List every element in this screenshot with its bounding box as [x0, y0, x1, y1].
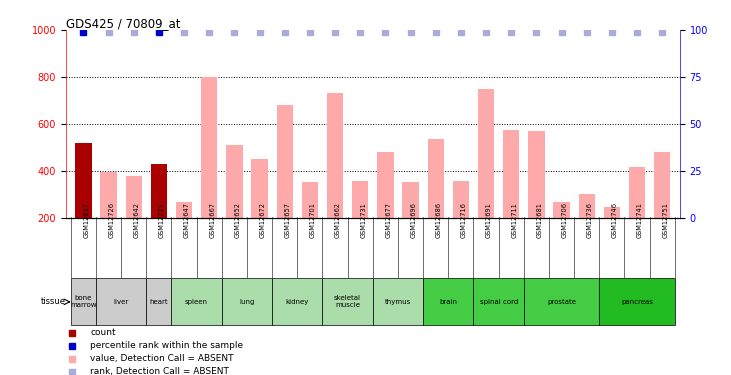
Text: heart: heart	[150, 299, 168, 305]
FancyBboxPatch shape	[146, 279, 172, 325]
Bar	[352, 181, 368, 218]
Bar	[578, 194, 595, 217]
FancyBboxPatch shape	[221, 279, 272, 325]
Text: GSM12721: GSM12721	[159, 202, 165, 238]
FancyBboxPatch shape	[96, 279, 146, 325]
Text: GSM12731: GSM12731	[360, 202, 366, 238]
Bar	[654, 152, 670, 217]
Text: rank, Detection Call = ABSENT: rank, Detection Call = ABSENT	[91, 367, 230, 375]
FancyBboxPatch shape	[71, 279, 96, 325]
Text: bone
marrow: bone marrow	[70, 296, 96, 308]
Text: value, Detection Call = ABSENT: value, Detection Call = ABSENT	[91, 354, 234, 363]
Bar	[503, 130, 520, 218]
Text: GSM12647: GSM12647	[184, 202, 190, 238]
Text: thymus: thymus	[385, 299, 411, 305]
FancyBboxPatch shape	[423, 279, 474, 325]
FancyBboxPatch shape	[524, 279, 599, 325]
Text: GSM12701: GSM12701	[310, 202, 316, 238]
Text: GSM12667: GSM12667	[209, 202, 215, 238]
Text: GSM12662: GSM12662	[335, 202, 341, 238]
Text: GSM12637: GSM12637	[83, 202, 89, 238]
Bar	[302, 182, 318, 218]
Text: GSM12642: GSM12642	[134, 202, 140, 238]
Text: skeletal
muscle: skeletal muscle	[334, 296, 361, 308]
Text: GSM12686: GSM12686	[436, 202, 442, 238]
FancyBboxPatch shape	[373, 279, 423, 325]
Bar	[151, 164, 167, 218]
Text: percentile rank within the sample: percentile rank within the sample	[91, 341, 243, 350]
Text: spleen: spleen	[185, 299, 208, 305]
Bar	[327, 93, 344, 218]
Text: GSM12706: GSM12706	[561, 202, 567, 238]
Text: prostate: prostate	[547, 299, 576, 305]
Bar	[478, 88, 494, 218]
Text: GSM12652: GSM12652	[235, 202, 240, 238]
Bar	[452, 181, 469, 218]
Text: GSM12711: GSM12711	[511, 202, 518, 238]
Bar	[100, 172, 117, 217]
Text: GSM12746: GSM12746	[612, 202, 618, 238]
FancyBboxPatch shape	[474, 279, 524, 325]
Text: count: count	[91, 328, 116, 337]
Text: GSM12726: GSM12726	[109, 202, 115, 238]
Bar	[402, 182, 419, 218]
FancyBboxPatch shape	[272, 279, 322, 325]
FancyBboxPatch shape	[172, 279, 221, 325]
Bar	[629, 167, 645, 217]
Bar	[176, 202, 192, 217]
Text: lung: lung	[239, 299, 254, 305]
Text: tissue: tissue	[41, 297, 67, 306]
Text: GSM12657: GSM12657	[285, 202, 291, 238]
Text: GSM12716: GSM12716	[461, 202, 467, 238]
Text: GSM12691: GSM12691	[486, 202, 492, 238]
Text: GSM12677: GSM12677	[385, 202, 391, 238]
FancyBboxPatch shape	[322, 279, 373, 325]
Text: GSM12751: GSM12751	[662, 202, 668, 238]
Text: pancreas: pancreas	[621, 299, 653, 305]
Bar	[126, 177, 142, 218]
Text: spinal cord: spinal cord	[480, 299, 518, 305]
Bar	[276, 105, 293, 218]
Text: GSM12672: GSM12672	[260, 202, 265, 238]
Text: GSM12741: GSM12741	[637, 202, 643, 238]
Bar	[604, 207, 620, 218]
Text: brain: brain	[439, 299, 458, 305]
Bar	[75, 142, 91, 218]
Text: liver: liver	[113, 299, 129, 305]
Text: GSM12681: GSM12681	[537, 202, 542, 238]
Text: GDS425 / 70809_at: GDS425 / 70809_at	[66, 17, 181, 30]
Bar	[251, 159, 268, 218]
Bar	[428, 139, 444, 218]
Text: GSM12696: GSM12696	[411, 202, 417, 238]
Bar	[553, 202, 569, 217]
FancyBboxPatch shape	[599, 279, 675, 325]
Bar	[226, 145, 243, 218]
Bar	[529, 131, 545, 218]
Text: GSM12736: GSM12736	[587, 202, 593, 238]
Bar	[201, 77, 217, 218]
Bar	[377, 152, 393, 217]
Text: kidney: kidney	[286, 299, 309, 305]
